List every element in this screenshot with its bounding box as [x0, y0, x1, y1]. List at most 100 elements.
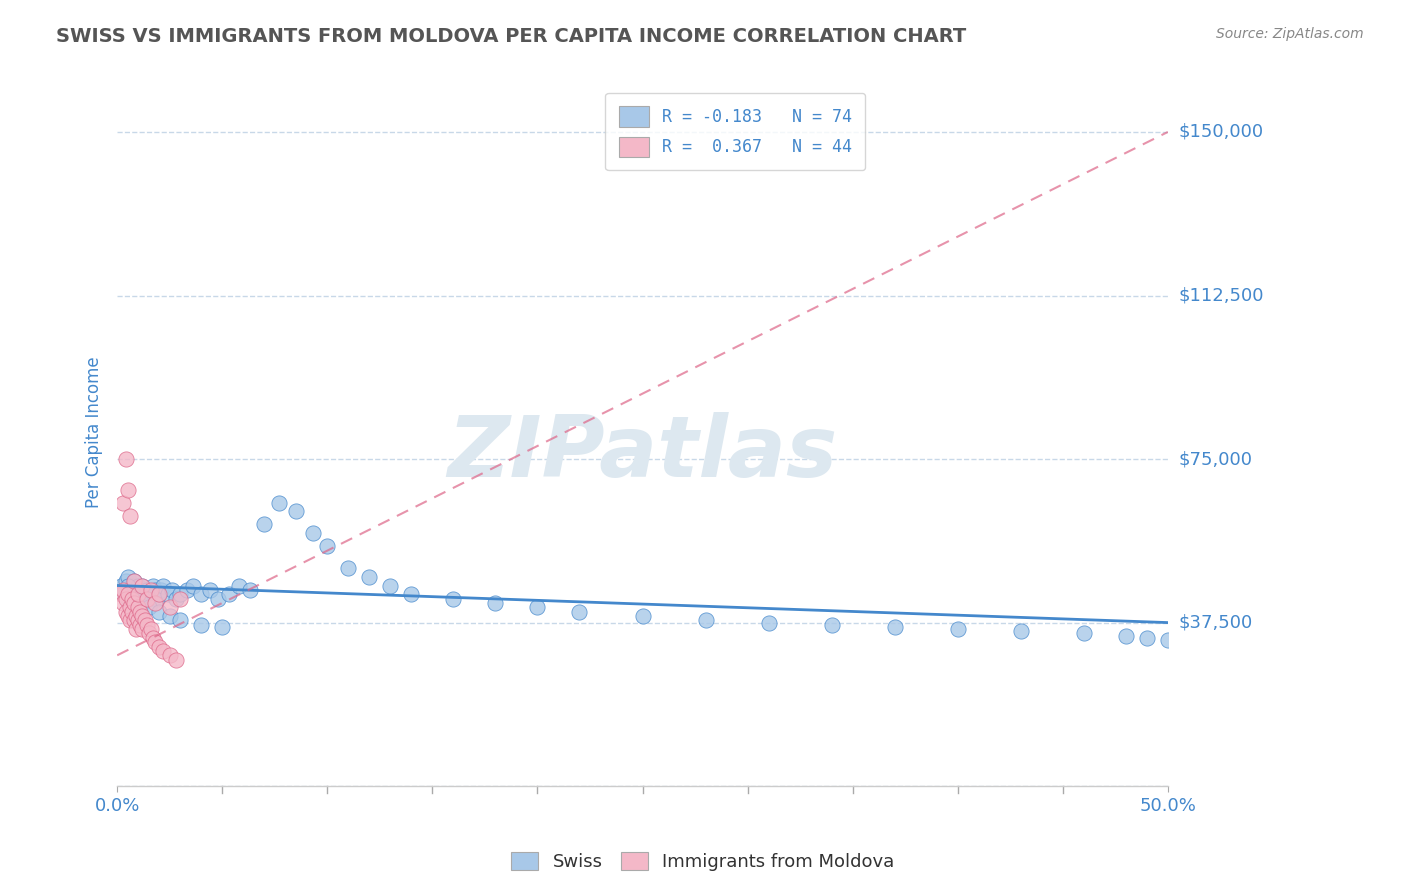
- Point: [253, 517, 276, 532]
- Point: [118, 600, 141, 615]
- Point: [114, 605, 136, 619]
- Point: [169, 587, 191, 601]
- Point: [160, 582, 183, 597]
- Point: [117, 483, 139, 497]
- Point: [125, 587, 148, 601]
- Text: $75,000: $75,000: [1180, 450, 1253, 468]
- Point: [114, 574, 136, 589]
- Point: [820, 617, 842, 632]
- Point: [125, 582, 148, 597]
- Point: [131, 596, 153, 610]
- Point: [121, 605, 143, 619]
- Point: [129, 605, 152, 619]
- Point: [122, 574, 145, 589]
- Point: [131, 609, 153, 624]
- Point: [131, 578, 153, 592]
- Point: [118, 508, 141, 523]
- Point: [169, 591, 191, 606]
- Point: [150, 582, 173, 597]
- Point: [122, 614, 145, 628]
- Point: [142, 578, 165, 592]
- Point: [118, 614, 141, 628]
- Point: [401, 587, 423, 601]
- Point: [117, 591, 139, 606]
- Point: [284, 504, 307, 518]
- Point: [190, 587, 212, 601]
- Point: [198, 582, 221, 597]
- Point: [568, 605, 591, 619]
- Point: [138, 600, 160, 615]
- Point: [110, 578, 132, 592]
- Point: [146, 591, 169, 606]
- Point: [135, 617, 157, 632]
- Point: [1157, 633, 1180, 648]
- Point: [117, 578, 139, 592]
- Point: [118, 596, 141, 610]
- Point: [165, 653, 187, 667]
- Point: [127, 614, 149, 628]
- Point: [148, 587, 170, 601]
- Point: [110, 587, 132, 601]
- Point: [152, 578, 174, 592]
- Point: [117, 609, 139, 624]
- Text: $37,500: $37,500: [1180, 614, 1253, 632]
- Point: [112, 587, 135, 601]
- Point: [526, 600, 548, 615]
- Point: [129, 587, 152, 601]
- Point: [142, 631, 165, 645]
- Point: [165, 591, 187, 606]
- Point: [114, 452, 136, 467]
- Point: [207, 591, 229, 606]
- Point: [159, 648, 181, 663]
- Point: [121, 578, 143, 592]
- Point: [239, 582, 262, 597]
- Point: [190, 617, 212, 632]
- Point: [117, 587, 139, 601]
- Point: [129, 582, 152, 597]
- Point: [159, 600, 181, 615]
- Point: [218, 587, 240, 601]
- Point: [122, 574, 145, 589]
- Point: [112, 582, 135, 597]
- Point: [114, 591, 136, 606]
- Point: [118, 582, 141, 597]
- Point: [127, 600, 149, 615]
- Point: [112, 596, 135, 610]
- Point: [139, 622, 162, 636]
- Point: [125, 622, 148, 636]
- Point: [148, 587, 170, 601]
- Point: [131, 622, 153, 636]
- Point: [143, 582, 166, 597]
- Text: $150,000: $150,000: [1180, 123, 1264, 141]
- Point: [122, 591, 145, 606]
- Point: [169, 614, 191, 628]
- Point: [441, 591, 464, 606]
- Point: [316, 539, 339, 553]
- Point: [156, 587, 179, 601]
- Point: [112, 496, 135, 510]
- Point: [143, 635, 166, 649]
- Point: [139, 587, 162, 601]
- Point: [380, 578, 402, 592]
- Y-axis label: Per Capita Income: Per Capita Income: [86, 356, 103, 508]
- Text: $112,500: $112,500: [1180, 286, 1264, 304]
- Point: [758, 615, 780, 630]
- Point: [631, 609, 654, 624]
- Point: [181, 578, 204, 592]
- Legend: Swiss, Immigrants from Moldova: Swiss, Immigrants from Moldova: [505, 845, 901, 879]
- Point: [301, 526, 323, 541]
- Point: [211, 620, 233, 634]
- Point: [267, 496, 290, 510]
- Point: [135, 582, 157, 597]
- Point: [176, 582, 198, 597]
- Point: [1115, 629, 1137, 643]
- Point: [135, 591, 157, 606]
- Point: [117, 570, 139, 584]
- Text: ZIPatlas: ZIPatlas: [447, 411, 838, 494]
- Point: [121, 587, 143, 601]
- Point: [122, 596, 145, 610]
- Point: [131, 578, 153, 592]
- Point: [125, 591, 148, 606]
- Point: [359, 570, 381, 584]
- Point: [143, 596, 166, 610]
